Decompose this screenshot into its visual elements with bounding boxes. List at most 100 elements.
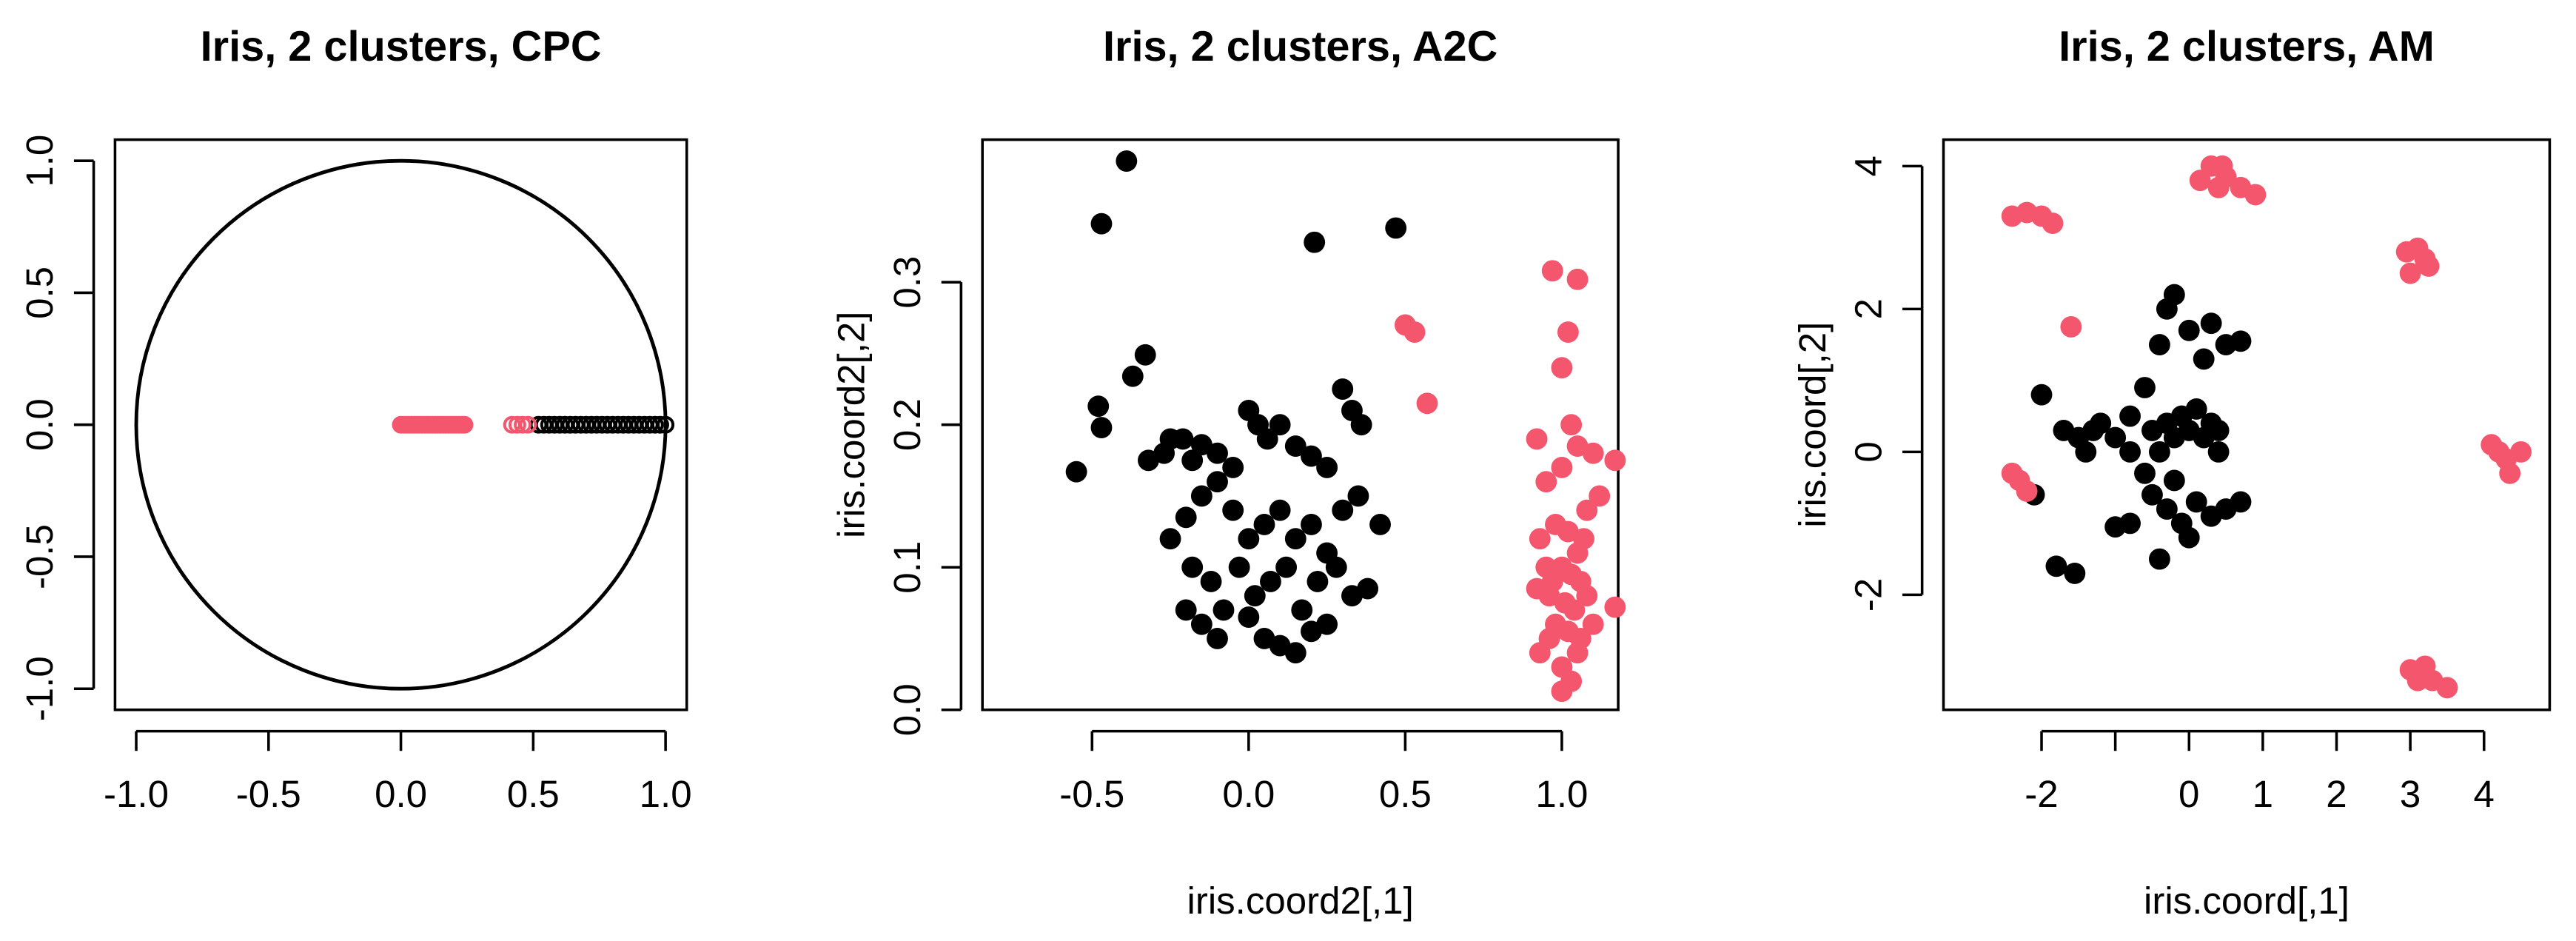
y-tick-label: 4: [1847, 155, 1889, 176]
data-point: [2193, 348, 2215, 370]
data-point: [2064, 562, 2086, 584]
x-axis-label: iris.coord2[,1]: [1187, 880, 1413, 922]
y-tick-label: 0.0: [886, 683, 928, 736]
data-point: [2134, 377, 2156, 398]
data-point: [1369, 514, 1391, 535]
data-point: [1244, 585, 1266, 607]
x-tick-label: -0.5: [236, 773, 301, 815]
data-point: [2134, 462, 2156, 484]
data-point: [1175, 599, 1197, 621]
data-point: [2185, 398, 2207, 420]
x-tick-label: 1.0: [1535, 773, 1588, 815]
chart-title: Iris, 2 clusters, CPC: [201, 23, 602, 70]
data-point: [519, 415, 537, 434]
y-tick-label: 0.3: [886, 256, 928, 309]
data-point: [1582, 442, 1604, 464]
data-point: [1238, 606, 1260, 629]
data-point: [1551, 357, 1573, 379]
data-point: [2148, 548, 2170, 570]
data-point: [1284, 528, 1307, 550]
data-point: [2082, 419, 2104, 441]
data-point: [1357, 577, 1379, 600]
plot-frame: [1942, 138, 2552, 711]
data-point: [2178, 526, 2200, 549]
data-point: [1385, 217, 1407, 239]
data-point: [1316, 613, 1338, 635]
data-point: [1181, 556, 1204, 578]
data-point: [1304, 231, 1326, 253]
data-point: [1172, 428, 1194, 450]
data-point: [1332, 378, 1354, 400]
data-point: [1316, 457, 1338, 478]
data-point: [1269, 414, 1291, 436]
data-point: [2104, 516, 2127, 538]
x-tick-label: 0.5: [507, 773, 560, 815]
x-tick-label: 4: [2474, 773, 2495, 815]
data-point: [1557, 321, 1579, 343]
data-point: [1256, 428, 1278, 450]
data-point: [2075, 441, 2097, 463]
data-point: [1284, 642, 1307, 664]
y-tick-label: 0: [1847, 441, 1889, 462]
plot-frame: [113, 138, 688, 711]
data-point: [1134, 344, 1156, 366]
data-point: [1589, 485, 1611, 507]
data-point: [2045, 555, 2067, 577]
data-point: [1190, 485, 1212, 507]
x-tick-label: -0.5: [1059, 773, 1124, 815]
data-point: [1190, 434, 1212, 456]
data-point: [1541, 260, 1563, 282]
data-point: [1535, 471, 1557, 493]
data-point: [1301, 514, 1322, 535]
data-point: [2141, 483, 2163, 506]
data-point: [1291, 599, 1313, 621]
data-point: [1563, 599, 1586, 621]
data-point: [2244, 184, 2267, 206]
x-tick-label: 0.0: [1222, 773, 1275, 815]
data-point: [1207, 471, 1228, 493]
data-point: [2119, 441, 2141, 463]
data-point: [1200, 571, 1222, 592]
y-tick-label: 0.5: [19, 267, 61, 319]
data-point: [1181, 449, 1204, 472]
data-point: [1284, 435, 1307, 457]
x-axis-label: iris.coord[,1]: [2144, 880, 2349, 922]
x-tick-label: 1.0: [640, 773, 692, 815]
data-point: [2230, 491, 2252, 513]
plot-frame: [981, 138, 1620, 711]
y-tick-label: 0.0: [19, 398, 61, 451]
data-point: [2148, 441, 2170, 463]
y-tick-label: -0.5: [19, 524, 61, 589]
data-point: [1116, 150, 1138, 172]
x-tick-label: -1.0: [104, 773, 169, 815]
data-point: [2156, 298, 2178, 320]
y-tick-label: -1.0: [19, 656, 61, 721]
x-tick-label: 3: [2400, 773, 2421, 815]
data-point: [1566, 268, 1589, 290]
chart-title: Iris, 2 clusters, A2C: [1103, 23, 1497, 70]
data-point: [1573, 528, 1594, 550]
data-point: [1403, 321, 1426, 343]
data-point: [2207, 176, 2230, 198]
data-point: [2042, 212, 2064, 234]
data-point: [2016, 480, 2038, 502]
reference-circle: [134, 158, 668, 691]
data-point: [2406, 669, 2429, 691]
data-point: [1529, 528, 1551, 550]
y-tick-label: -2: [1847, 578, 1889, 612]
data-point: [657, 415, 675, 434]
x-tick-label: 0.5: [1379, 773, 1432, 815]
data-point: [2060, 316, 2082, 338]
data-point: [1087, 395, 1110, 418]
data-point: [1212, 599, 1235, 621]
data-point: [2156, 498, 2178, 520]
data-point: [2499, 462, 2521, 484]
data-point: [1347, 485, 1369, 507]
data-point: [514, 415, 532, 434]
data-point: [2200, 312, 2222, 335]
data-point: [1207, 442, 1228, 464]
data-point: [2030, 384, 2053, 406]
data-point: [1604, 449, 1626, 472]
